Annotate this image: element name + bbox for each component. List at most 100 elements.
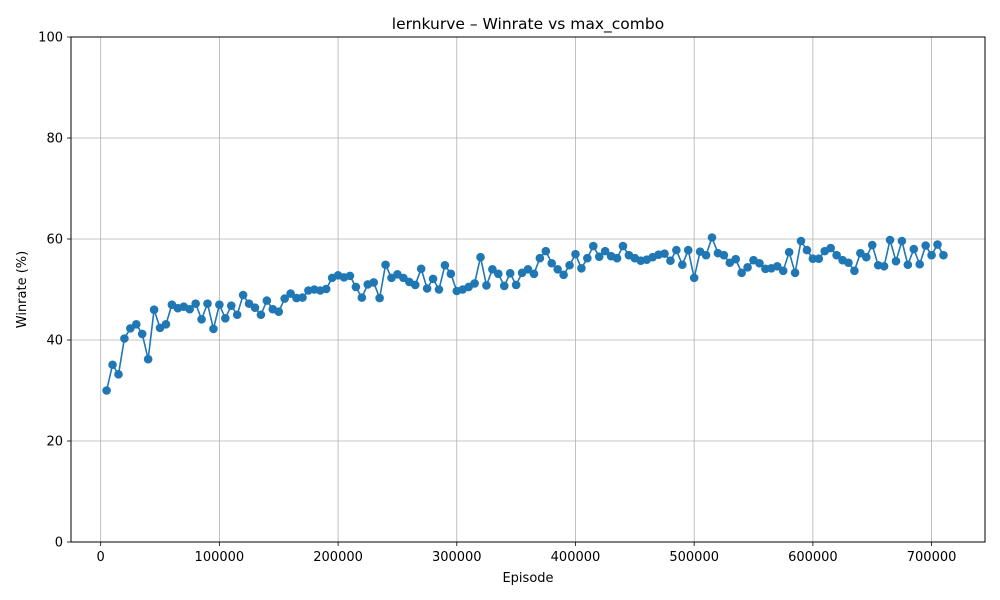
data-point <box>784 247 794 257</box>
data-point <box>666 256 675 266</box>
data-point <box>541 246 551 256</box>
data-point <box>565 260 574 270</box>
y-tick-label: 20 <box>46 435 63 450</box>
data-point <box>143 354 153 364</box>
data-point <box>577 263 586 273</box>
data-point <box>440 260 450 270</box>
data-point <box>672 245 681 255</box>
data-point <box>137 329 147 339</box>
data-point <box>707 233 717 242</box>
data-point <box>927 250 936 260</box>
data-point <box>488 265 497 274</box>
y-tick-label: 100 <box>38 31 63 46</box>
data-point <box>897 236 907 246</box>
x-tick-label: 100000 <box>195 550 245 565</box>
data-point <box>523 265 533 274</box>
data-point <box>683 245 693 255</box>
data-point <box>618 241 628 251</box>
data-point <box>719 250 729 260</box>
data-point <box>529 269 539 279</box>
data-point <box>232 310 242 320</box>
data-point <box>226 301 236 310</box>
data-point <box>381 260 390 270</box>
data-point <box>357 293 367 302</box>
data-point <box>588 241 598 251</box>
data-point <box>416 264 426 274</box>
x-tick-label: 200000 <box>313 550 363 565</box>
data-point <box>553 265 562 274</box>
data-point <box>867 240 877 250</box>
data-point <box>250 303 260 312</box>
data-point <box>755 258 764 268</box>
data-point <box>428 274 438 284</box>
data-point <box>790 268 800 278</box>
data-point <box>701 250 711 260</box>
data-point <box>885 235 895 245</box>
data-point <box>191 299 200 308</box>
data-point <box>446 269 456 279</box>
data-point <box>209 324 218 334</box>
data-point <box>262 296 272 305</box>
data-point <box>351 282 361 292</box>
x-tick-label: 300000 <box>432 550 482 565</box>
x-tick-label: 400000 <box>551 550 601 565</box>
y-tick-label: 60 <box>46 233 63 248</box>
data-point <box>197 314 206 324</box>
ticks: 0 100000 200000 300000 400000 500000 600000 700… <box>38 31 956 566</box>
data-point <box>862 252 871 262</box>
data-point <box>221 313 230 323</box>
data-point <box>689 273 699 283</box>
data-point <box>826 243 835 253</box>
data-point <box>321 284 331 294</box>
data-point <box>933 240 942 249</box>
data-point <box>410 280 420 290</box>
data-point <box>375 293 384 303</box>
data-point <box>434 285 444 294</box>
data-point <box>345 271 355 281</box>
data-point <box>131 320 141 329</box>
data-point <box>422 284 432 293</box>
data-point <box>256 310 266 320</box>
y-tick-label: 80 <box>46 132 63 147</box>
data-point <box>559 270 568 280</box>
data-point <box>814 254 824 263</box>
data-point <box>114 370 123 379</box>
x-tick-label: 700000 <box>907 550 957 565</box>
data-point <box>108 360 117 370</box>
data-point <box>583 253 592 263</box>
data-point <box>921 241 930 250</box>
data-point <box>120 334 129 343</box>
data-point <box>369 278 378 287</box>
chart-title: lernkurve – Winrate vs max_combo <box>392 15 664 34</box>
data-point <box>796 236 806 246</box>
y-tick-label: 0 <box>55 536 63 551</box>
data-point <box>737 268 746 278</box>
data-point <box>778 266 788 276</box>
data-point <box>161 320 171 329</box>
data-point <box>470 279 479 288</box>
data-point <box>891 256 901 266</box>
data-point <box>731 254 741 264</box>
y-tick-label: 40 <box>46 334 63 349</box>
data-point <box>149 305 159 315</box>
data-point <box>571 249 580 259</box>
plot-frame <box>70 36 986 543</box>
x-tick-label: 0 <box>97 550 105 565</box>
data-point <box>274 307 284 317</box>
data-point <box>511 280 521 290</box>
x-axis-label: Episode <box>502 571 553 586</box>
series-layer <box>102 233 948 395</box>
data-point <box>482 281 491 290</box>
data-point <box>678 260 687 270</box>
data-point <box>215 300 224 309</box>
x-tick-label: 500000 <box>669 550 719 565</box>
data-point <box>909 244 919 254</box>
data-point <box>298 293 307 302</box>
data-point <box>879 261 889 271</box>
data-point <box>185 304 194 314</box>
data-point <box>772 261 782 271</box>
data-point <box>903 260 913 270</box>
data-point <box>102 386 111 395</box>
